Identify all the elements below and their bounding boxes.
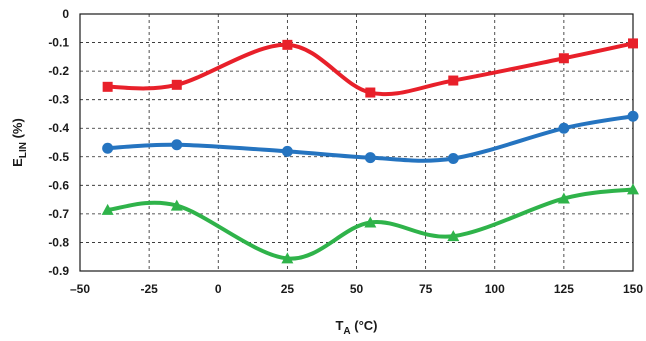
data-point — [364, 216, 377, 228]
data-point — [170, 199, 183, 211]
data-point — [171, 79, 182, 90]
data-point — [101, 203, 114, 215]
x-tick-label: 25 — [281, 282, 295, 296]
y-tick-label: -0.3 — [48, 93, 69, 107]
data-point — [171, 139, 183, 151]
plot-frame — [79, 13, 634, 272]
y-tick-label: -0.2 — [48, 64, 69, 78]
y-axis-label-sub: LIN — [18, 142, 29, 158]
y-tick-label: -0.6 — [48, 178, 69, 192]
y-tick-label: -0.5 — [48, 150, 69, 164]
x-tick-label: 125 — [554, 282, 574, 296]
x-tick-label: 75 — [419, 282, 433, 296]
x-tick-label: –50 — [70, 282, 90, 296]
data-point — [281, 252, 294, 264]
x-axis-label-sub: A — [343, 326, 350, 337]
y-axis-label-main: E — [10, 158, 25, 167]
data-point — [627, 183, 639, 195]
x-axis-label-main: T — [335, 318, 343, 333]
data-point — [627, 110, 639, 122]
y-axis-label: ELIN (%) — [10, 118, 29, 167]
y-tick-label: 0 — [62, 7, 69, 21]
grid — [79, 13, 634, 272]
y-tick-label: -0.1 — [48, 36, 69, 50]
data-point — [282, 39, 293, 50]
data-point — [448, 75, 459, 86]
x-tick-label: 150 — [623, 282, 643, 296]
data-point — [558, 53, 569, 64]
y-tick-label: -0.8 — [48, 235, 69, 249]
data-point — [102, 142, 114, 154]
data-point — [628, 38, 638, 49]
data-point — [281, 145, 293, 157]
data-point — [447, 230, 460, 242]
x-tick-label: 0 — [215, 282, 222, 296]
series-line — [105, 41, 635, 97]
x-axis-label: TA (°C) — [335, 318, 377, 337]
x-tick-label: 100 — [485, 282, 505, 296]
x-axis-ticks: –50 -25 0 25 50 75 100 125 150 — [70, 282, 643, 296]
data-point — [558, 122, 570, 134]
series-square — [102, 38, 638, 98]
y-tick-label: -0.7 — [48, 207, 69, 221]
series-group — [101, 38, 639, 264]
data-point — [364, 152, 376, 164]
y-axis-label-unit: (%) — [10, 118, 25, 142]
y-axis-ticks: 0 -0.1 -0.2 -0.3 -0.4 -0.5 -0.6 -0.7 -0.8 -0.9 — [48, 7, 69, 278]
data-point — [557, 192, 570, 204]
x-tick-label: 50 — [350, 282, 364, 296]
series-triangle — [101, 183, 639, 264]
data-point — [365, 87, 376, 98]
data-point — [447, 152, 459, 164]
x-tick-label: -25 — [140, 282, 158, 296]
series-circle — [102, 110, 639, 164]
x-axis-label-unit: (°C) — [351, 318, 378, 333]
y-tick-label: -0.9 — [48, 264, 69, 278]
y-tick-label: -0.4 — [48, 121, 69, 135]
data-point — [102, 81, 113, 92]
